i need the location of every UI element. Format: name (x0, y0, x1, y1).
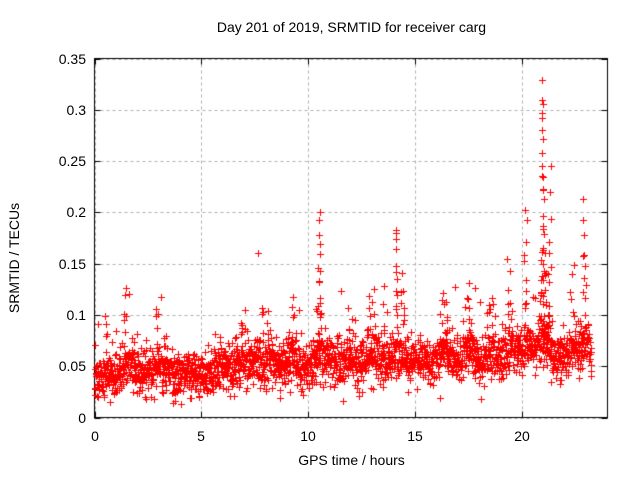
x-tick-label: 20 (514, 428, 530, 444)
y-tick-label: 0.3 (66, 102, 86, 118)
x-tick-label: 0 (91, 428, 99, 444)
y-tick-label: 0.1 (66, 307, 86, 323)
y-tick-label: 0 (78, 410, 86, 426)
y-tick-label: 0.15 (58, 256, 86, 272)
chart-title: Day 201 of 2019, SRMTID for receiver car… (216, 19, 487, 35)
y-tick-label: 0.35 (58, 51, 86, 67)
x-tick-label: 10 (300, 428, 316, 444)
y-tick-label: 0.05 (58, 358, 86, 374)
y-tick-label: 0.25 (58, 153, 86, 169)
x-axis-label: GPS time / hours (298, 452, 405, 468)
y-tick-label: 0.2 (66, 204, 86, 220)
x-tick-label: 15 (407, 428, 423, 444)
x-tick-label: 5 (197, 428, 205, 444)
